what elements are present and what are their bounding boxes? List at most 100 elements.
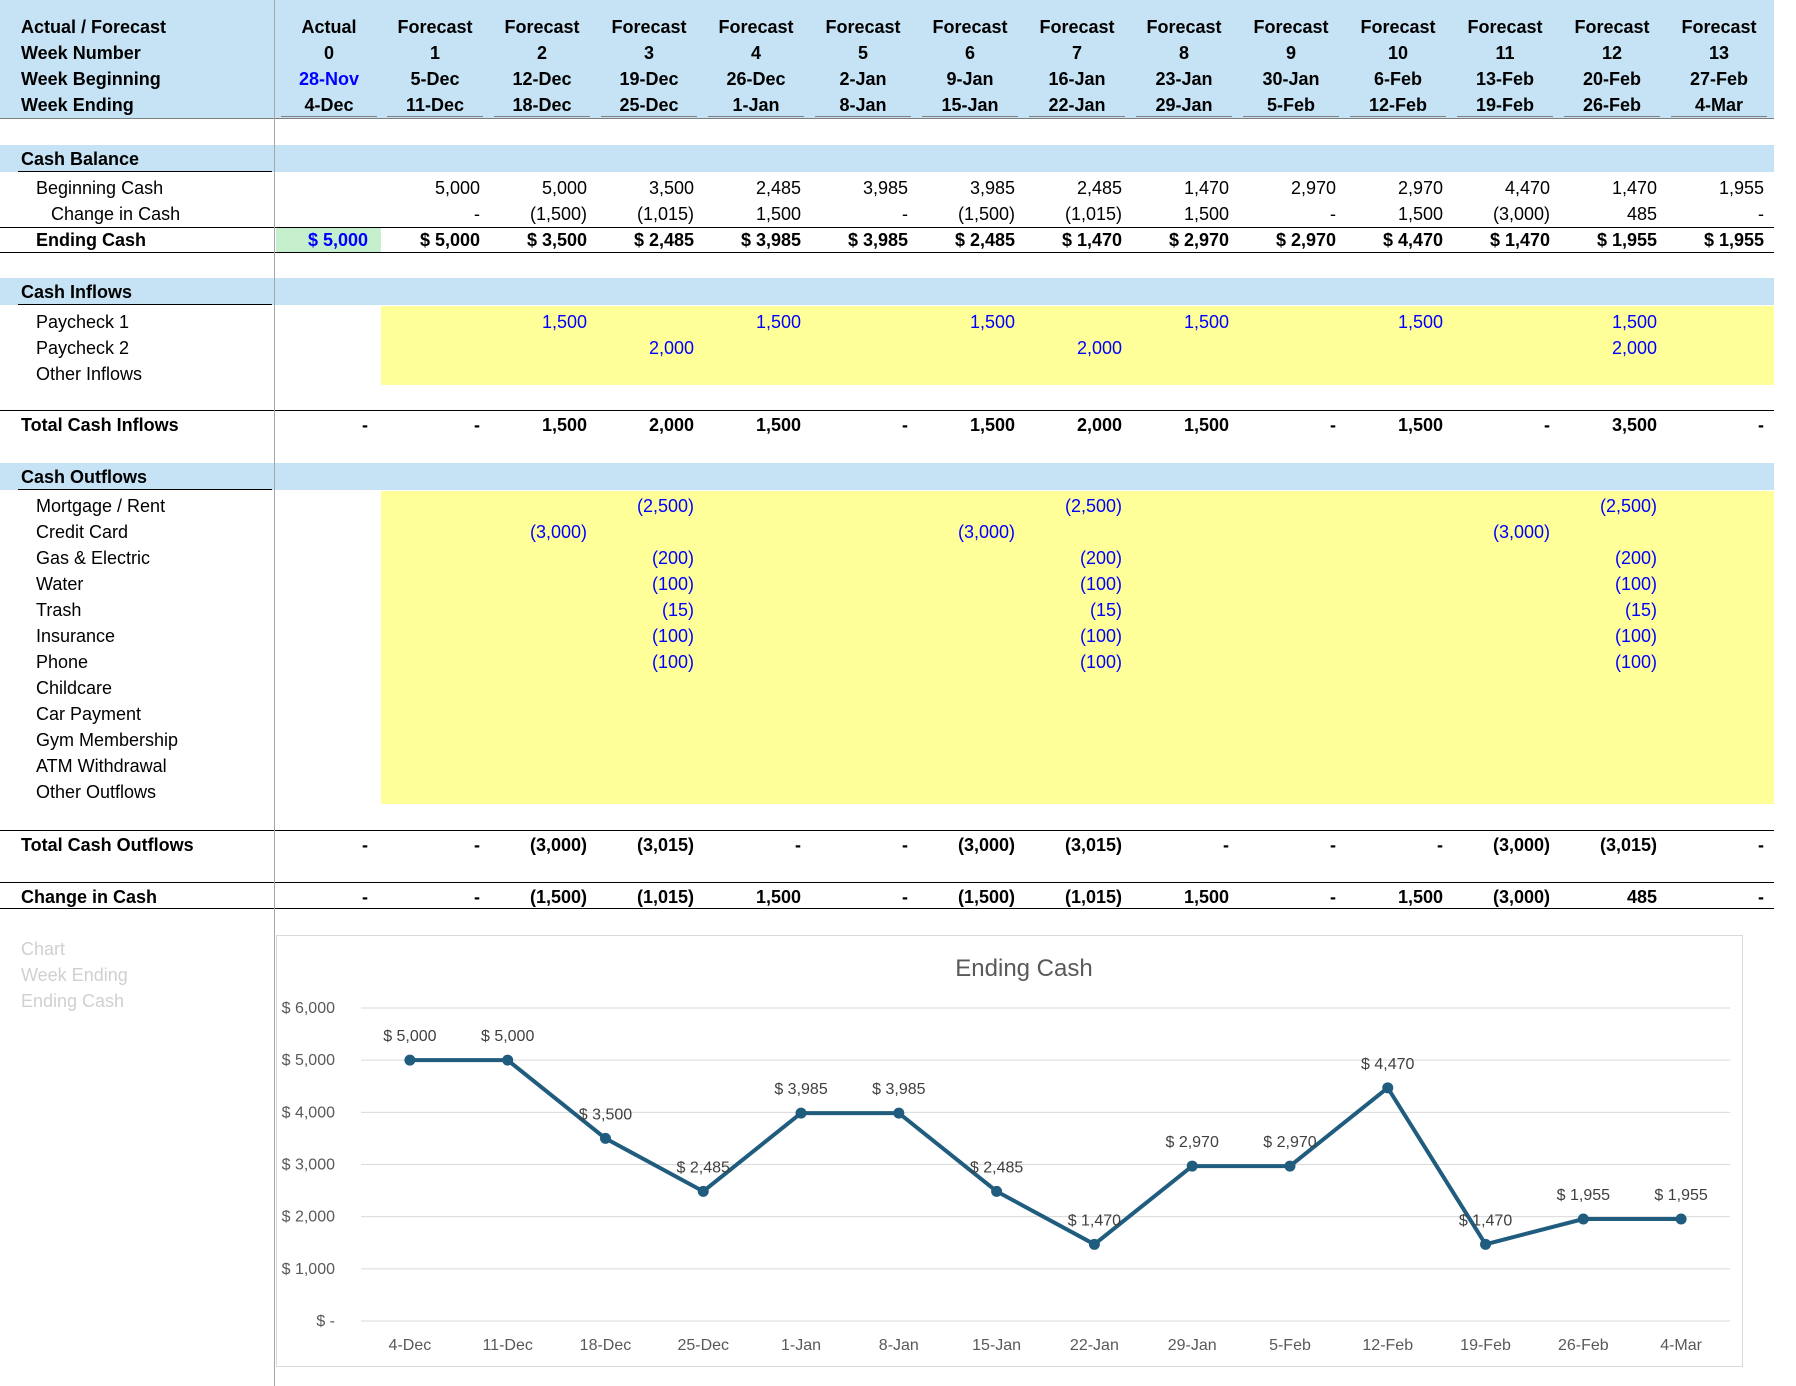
- inflow-input-cell[interactable]: 1,500: [755, 312, 801, 332]
- outflow-input-cell[interactable]: (15): [1624, 600, 1657, 620]
- cash-balance-title: Cash Balance: [21, 149, 140, 169]
- beginning-cash-cell: 1,955: [1718, 178, 1764, 198]
- outflow-input-cell[interactable]: (15): [661, 600, 694, 620]
- cash-inflows-band: [0, 278, 1774, 305]
- total-cash-outflows-cell: (3,000): [529, 835, 587, 855]
- change-in-cash-cell: 1,500: [1397, 204, 1443, 224]
- outflow-row-label: Credit Card: [36, 522, 129, 542]
- header-end-cell: 5-Feb: [1266, 95, 1315, 115]
- inflow-row-label: Other Inflows: [36, 364, 143, 384]
- total-cash-outflows-label: Total Cash Outflows: [21, 835, 194, 855]
- outflow-input-cell[interactable]: (2,500): [1599, 496, 1657, 516]
- total-cash-inflows-cell: 1,500: [541, 415, 587, 435]
- outflow-input-cell[interactable]: (2,500): [636, 496, 694, 516]
- outflow-input-cell[interactable]: (2,500): [1064, 496, 1122, 516]
- chart-data-point: [404, 1054, 416, 1066]
- chart-data-point: [1284, 1160, 1296, 1172]
- header-week-cell: 1: [429, 43, 440, 63]
- header-column-underline: [815, 116, 911, 117]
- inflow-input-cell[interactable]: 2,000: [1611, 338, 1657, 358]
- chart-y-tick-label: $ 6,000: [282, 1000, 335, 1017]
- change-in-cash-total-cell: 485: [1626, 887, 1657, 907]
- outflow-input-cell[interactable]: (100): [1079, 652, 1122, 672]
- outflow-input-cell[interactable]: (100): [1614, 626, 1657, 646]
- outflow-row-label: Gas & Electric: [36, 548, 151, 568]
- outflow-input-cell[interactable]: (100): [651, 626, 694, 646]
- ending-cash-series-points: [404, 1054, 1687, 1250]
- chart-x-tick-label: 1-Jan: [781, 1337, 821, 1354]
- header-week-cell: 13: [1708, 43, 1730, 63]
- cash-inflows-title-underline: [18, 304, 272, 305]
- header-begin-cell: 2-Jan: [839, 69, 887, 89]
- ending-cash-label: Ending Cash: [36, 230, 147, 250]
- beginning-cash-cell: 1,470: [1611, 178, 1657, 198]
- inflow-row-label: Paycheck 2: [36, 338, 130, 358]
- ending-cash-cell: $ 1,470: [1061, 230, 1122, 250]
- change-in-cash-total-cell: 1,500: [1397, 887, 1443, 907]
- inflow-input-cell[interactable]: 1,500: [1611, 312, 1657, 332]
- header-type-cell: Forecast: [1360, 17, 1436, 37]
- outflow-input-cell[interactable]: (100): [1079, 574, 1122, 594]
- total-cash-outflows-cell: (3,000): [1492, 835, 1550, 855]
- header-week-cell: 6: [964, 43, 975, 63]
- chart-x-tick-label: 18-Dec: [580, 1337, 632, 1354]
- change-in-cash-total-cell: -: [474, 887, 480, 907]
- outflows-input-area: [381, 491, 1774, 804]
- total-cash-outflows-cell: -: [902, 835, 908, 855]
- outflow-input-cell[interactable]: (3,000): [529, 522, 587, 542]
- header-begin-cell: 13-Feb: [1475, 69, 1535, 89]
- header-type-cell: Forecast: [611, 17, 687, 37]
- outflow-input-cell[interactable]: (3,000): [1492, 522, 1550, 542]
- change-in-cash-cell: (1,500): [957, 204, 1015, 224]
- header-type-cell: Forecast: [1574, 17, 1650, 37]
- outflow-input-cell[interactable]: (100): [651, 574, 694, 594]
- ending-cash-cell: $ 1,955: [1596, 230, 1657, 250]
- ending-cash-chart[interactable]: Ending Cash $ - $ 1,000 $ 2,000 $ 3,000 $ 4,…: [276, 935, 1743, 1367]
- chart-x-tick-label: 15-Jan: [972, 1337, 1021, 1354]
- inflow-input-cell[interactable]: 1,500: [969, 312, 1015, 332]
- outflow-input-cell[interactable]: (200): [1079, 548, 1122, 568]
- outflow-input-cell[interactable]: (200): [651, 548, 694, 568]
- total-cash-outflows-cell: -: [474, 835, 480, 855]
- total-cash-inflows-label: Total Cash Inflows: [21, 415, 179, 435]
- header-week-cell: 0: [323, 43, 334, 63]
- change-in-cash-cell: -: [1758, 204, 1764, 224]
- chart-data-point: [991, 1185, 1003, 1197]
- outflow-input-cell[interactable]: (15): [1089, 600, 1122, 620]
- change-in-cash-label: Change in Cash: [51, 204, 181, 224]
- header-begin-cell: 9-Jan: [946, 69, 994, 89]
- chart-data-point: [1186, 1160, 1198, 1172]
- change-in-cash-cell: -: [902, 204, 908, 224]
- header-week-cell: 2: [536, 43, 547, 63]
- inflow-input-cell[interactable]: 1,500: [1397, 312, 1443, 332]
- outflow-input-cell[interactable]: (200): [1614, 548, 1657, 568]
- header-row-label: Week Beginning: [21, 69, 161, 89]
- header-end-cell: 1-Jan: [732, 95, 780, 115]
- chart-x-tick-label: 8-Jan: [879, 1337, 919, 1354]
- ending-cash-cell: $ 1,955: [1703, 230, 1764, 250]
- total-cash-outflows-cell: (3,015): [1599, 835, 1657, 855]
- inflow-input-cell[interactable]: 1,500: [1183, 312, 1229, 332]
- change-in-cash-cell: (1,015): [1064, 204, 1122, 224]
- cash-balance-title-underline: [18, 171, 272, 172]
- total-cash-inflows-cell: 2,000: [648, 415, 694, 435]
- change-in-cash-total-cell: -: [1758, 887, 1764, 907]
- outflow-input-cell[interactable]: (100): [1614, 574, 1657, 594]
- outflow-input-cell[interactable]: (3,000): [957, 522, 1015, 542]
- header-type-cell: Forecast: [1467, 17, 1543, 37]
- total-cash-outflows-cell: -: [1223, 835, 1229, 855]
- ending-cash-chart-svg: Ending Cash $ - $ 1,000 $ 2,000 $ 3,000 $ 4,…: [282, 955, 1730, 1354]
- outflow-input-cell[interactable]: (100): [651, 652, 694, 672]
- outflow-row-label: Gym Membership: [36, 730, 179, 750]
- header-type-cell: Forecast: [718, 17, 794, 37]
- ending-cash-helper-label: Ending Cash: [21, 991, 125, 1011]
- total-cash-outflows-cell: -: [1437, 835, 1443, 855]
- inflow-input-cell[interactable]: 1,500: [541, 312, 587, 332]
- inflows-input-area: [381, 306, 1774, 385]
- inflow-input-cell[interactable]: 2,000: [1076, 338, 1122, 358]
- outflow-input-cell[interactable]: (100): [1079, 626, 1122, 646]
- header-week-cell: 8: [1178, 43, 1189, 63]
- outflow-input-cell[interactable]: (100): [1614, 652, 1657, 672]
- beginning-cash-cell: 3,985: [969, 178, 1015, 198]
- inflow-input-cell[interactable]: 2,000: [648, 338, 694, 358]
